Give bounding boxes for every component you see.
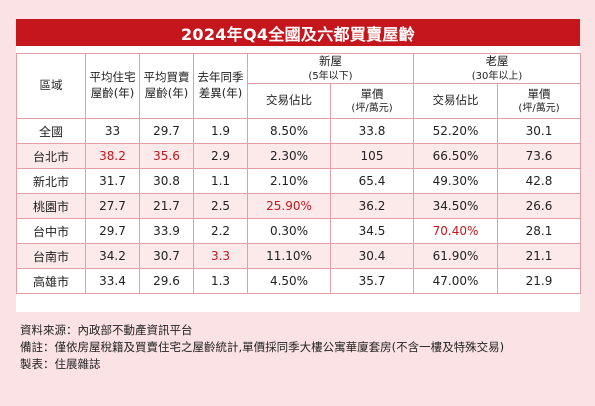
cell-old-price: 73.6 (497, 143, 582, 170)
table-row: 桃園市 27.7 21.7 2.5 25.90% 36.2 34.50% 26.… (16, 193, 582, 220)
header-old-price: 單價 (坪/萬元) (497, 83, 582, 120)
cell-new-share: 25.90% (247, 193, 331, 220)
header-avg-trade-age: 平均買賣 屋齡(年) (139, 52, 194, 120)
cell-avg-trade: 21.7 (139, 193, 194, 220)
cell-avg-trade: 35.6 (139, 143, 194, 170)
cell-old-price: 28.1 (497, 218, 582, 245)
cell-area: 桃園市 (16, 193, 86, 220)
cell-new-price: 35.7 (329, 268, 415, 295)
header-new-house: 新屋 (5年以下) (246, 52, 415, 85)
cell-old-price: 21.9 (497, 268, 582, 295)
cell-avg-res: 38.2 (85, 143, 140, 170)
table-row: 台中市 29.7 33.9 2.2 0.30% 34.5 70.40% 28.1 (16, 218, 582, 245)
cell-old-price: 30.1 (497, 118, 582, 145)
cell-old-price: 21.1 (497, 243, 582, 270)
cell-old-share: 61.90% (413, 243, 499, 270)
cell-yoy: 3.3 (193, 243, 248, 270)
cell-old-share: 49.30% (413, 168, 499, 195)
cell-area: 台中市 (16, 218, 86, 245)
cell-avg-trade: 29.7 (139, 118, 194, 145)
cell-avg-trade: 33.9 (139, 218, 194, 245)
header-area: 區域 (16, 52, 86, 120)
cell-old-share: 70.40% (413, 218, 499, 245)
cell-avg-res: 31.7 (85, 168, 140, 195)
table-title: 2024年Q4全國及六都買賣屋齡 (16, 19, 580, 46)
cell-area: 台南市 (16, 243, 86, 270)
cell-yoy: 2.5 (193, 193, 248, 220)
cell-new-share: 0.30% (247, 218, 331, 245)
table-row: 全國 33 29.7 1.9 8.50% 33.8 52.20% 30.1 (16, 118, 582, 145)
cell-yoy: 2.9 (193, 143, 248, 170)
cell-new-price: 36.2 (329, 193, 415, 220)
table-row: 新北市 31.7 30.8 1.1 2.10% 65.4 49.30% 42.8 (16, 168, 582, 195)
table-card: 2024年Q4全國及六都買賣屋齡 區域 平均住宅 屋齡(年) 平均買賣 屋齡(年… (16, 19, 582, 312)
cell-new-share: 2.30% (247, 143, 331, 170)
header-new-share: 交易佔比 (247, 83, 331, 120)
cell-avg-res: 29.7 (85, 218, 140, 245)
table-row: 台北市 38.2 35.6 2.9 2.30% 105 66.50% 73.6 (16, 143, 582, 170)
cell-new-price: 65.4 (329, 168, 415, 195)
cell-avg-trade: 30.7 (139, 243, 194, 270)
cell-old-share: 52.20% (413, 118, 499, 145)
header-new-price: 單價 (坪/萬元) (329, 83, 415, 120)
cell-area: 全國 (16, 118, 86, 145)
cell-old-price: 26.6 (497, 193, 582, 220)
remark-note: 備註：僅依房屋稅籍及買賣住宅之屋齡統計,單價採同季大樓公寓華廈套房(不含一樓及特… (20, 340, 505, 354)
table-row: 高雄市 33.4 29.6 1.3 4.50% 35.7 47.00% 21.9 (16, 268, 582, 295)
cell-new-share: 4.50% (247, 268, 331, 295)
header-avg-residential-age: 平均住宅 屋齡(年) (85, 52, 140, 120)
cell-new-share: 8.50% (247, 118, 331, 145)
cell-avg-res: 33.4 (85, 268, 140, 295)
cell-old-price: 42.8 (497, 168, 582, 195)
cell-area: 台北市 (16, 143, 86, 170)
cell-old-share: 47.00% (413, 268, 499, 295)
footer-notes: 資料來源：內政部不動產資訊平台 備註：僅依房屋稅籍及買賣住宅之屋齡統計,單價採同… (20, 322, 504, 373)
cell-avg-trade: 29.6 (139, 268, 194, 295)
cell-yoy: 1.1 (193, 168, 248, 195)
cell-old-share: 34.50% (413, 193, 499, 220)
cell-avg-res: 27.7 (85, 193, 140, 220)
cell-area: 高雄市 (16, 268, 86, 295)
cell-avg-res: 33 (85, 118, 140, 145)
cell-new-price: 30.4 (329, 243, 415, 270)
cell-avg-trade: 30.8 (139, 168, 194, 195)
cell-avg-res: 34.2 (85, 243, 140, 270)
header-old-house: 老屋 (30年以上) (413, 52, 582, 85)
cell-new-price: 33.8 (329, 118, 415, 145)
table-row: 台南市 34.2 30.7 3.3 11.10% 30.4 61.90% 21.… (16, 243, 582, 270)
cell-yoy: 1.3 (193, 268, 248, 295)
header-old-share: 交易佔比 (413, 83, 499, 120)
house-age-table: 區域 平均住宅 屋齡(年) 平均買賣 屋齡(年) 去年同季 差異(年) 新屋 (… (16, 52, 582, 295)
cell-new-share: 11.10% (247, 243, 331, 270)
source-note: 資料來源：內政部不動產資訊平台 (20, 323, 193, 337)
cell-new-share: 2.10% (247, 168, 331, 195)
cell-new-price: 105 (329, 143, 415, 170)
cell-new-price: 34.5 (329, 218, 415, 245)
header-yoy-difference: 去年同季 差異(年) (193, 52, 248, 120)
cell-yoy: 1.9 (193, 118, 248, 145)
made-by-note: 製表：住展雜誌 (20, 357, 101, 371)
cell-old-share: 66.50% (413, 143, 499, 170)
cell-yoy: 2.2 (193, 218, 248, 245)
cell-area: 新北市 (16, 168, 86, 195)
